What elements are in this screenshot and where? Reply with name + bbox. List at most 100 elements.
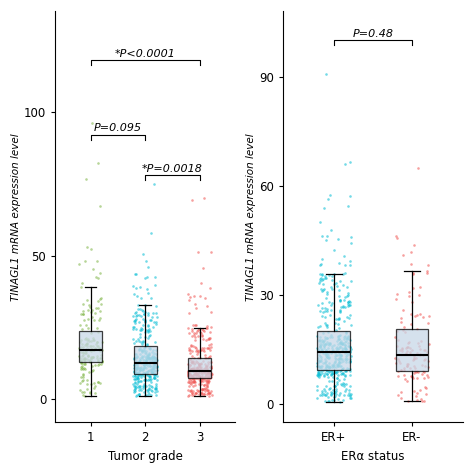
Point <box>317 367 325 375</box>
Point <box>130 355 138 363</box>
Point <box>147 366 155 374</box>
Point <box>336 339 344 347</box>
Point <box>203 302 211 310</box>
Point <box>190 367 197 375</box>
Point <box>403 362 410 370</box>
Point <box>334 395 341 403</box>
Point <box>130 355 138 362</box>
Point <box>97 296 104 303</box>
Point <box>147 316 155 324</box>
Point <box>146 385 153 393</box>
Point <box>207 371 215 378</box>
Point <box>202 380 210 388</box>
Point <box>341 387 348 395</box>
Point <box>338 339 346 347</box>
Point <box>333 374 341 382</box>
Point <box>90 265 97 273</box>
Point <box>86 357 94 365</box>
Point <box>151 355 158 363</box>
Point <box>84 352 91 359</box>
Point <box>326 191 333 198</box>
Point <box>141 349 149 356</box>
Point <box>81 316 88 324</box>
Point <box>151 371 159 378</box>
Point <box>330 393 338 401</box>
Point <box>136 330 144 337</box>
Point <box>86 303 93 310</box>
Point <box>148 354 156 361</box>
Point <box>407 348 414 356</box>
Point <box>344 291 352 299</box>
Point <box>201 294 209 301</box>
Point <box>331 342 338 349</box>
Point <box>136 356 144 364</box>
Point <box>151 370 159 378</box>
Point <box>200 327 207 334</box>
Point <box>320 285 328 292</box>
Point <box>205 369 212 377</box>
Point <box>320 342 328 350</box>
Point <box>203 324 211 332</box>
Point <box>90 384 98 392</box>
Point <box>188 352 195 360</box>
Point <box>394 373 402 380</box>
Point <box>144 340 151 348</box>
Point <box>339 370 347 377</box>
Point <box>320 372 328 380</box>
Point <box>185 346 193 354</box>
Point <box>190 331 198 339</box>
Point <box>344 334 351 342</box>
Point <box>339 364 346 372</box>
Point <box>140 344 148 352</box>
Point <box>141 391 149 399</box>
Point <box>130 323 138 331</box>
Point <box>192 372 200 379</box>
Point <box>328 396 336 404</box>
Point <box>343 351 351 358</box>
Point <box>133 311 140 319</box>
Point <box>184 372 191 379</box>
Point <box>320 342 328 350</box>
Point <box>203 373 211 381</box>
Point <box>318 274 325 282</box>
Point <box>134 374 141 382</box>
Point <box>202 336 210 344</box>
Point <box>186 361 193 369</box>
Point <box>198 364 205 371</box>
Point <box>93 338 100 346</box>
Point <box>323 366 331 374</box>
Point <box>152 319 160 326</box>
Point <box>142 364 149 372</box>
Point <box>132 369 140 376</box>
Point <box>325 359 332 367</box>
Point <box>195 374 203 381</box>
Point <box>316 271 324 278</box>
Point <box>136 306 144 313</box>
Point <box>194 349 202 356</box>
Point <box>198 345 206 352</box>
Point <box>207 364 214 371</box>
Point <box>144 353 152 361</box>
Point <box>204 344 211 352</box>
Point <box>331 354 338 362</box>
Point <box>325 354 332 362</box>
Point <box>325 397 332 405</box>
Point <box>99 357 106 365</box>
Point <box>338 347 346 355</box>
Point <box>185 392 192 400</box>
Point <box>347 394 355 401</box>
Point <box>406 365 413 372</box>
Point <box>334 346 341 353</box>
Point <box>328 377 335 385</box>
Point <box>131 271 138 278</box>
Point <box>196 372 204 380</box>
Point <box>144 362 151 370</box>
Point <box>424 363 431 371</box>
Point <box>153 363 160 371</box>
Point <box>139 308 146 315</box>
Point <box>93 257 100 265</box>
Point <box>346 392 354 399</box>
Point <box>141 381 148 388</box>
Point <box>316 392 324 399</box>
Point <box>89 120 96 128</box>
